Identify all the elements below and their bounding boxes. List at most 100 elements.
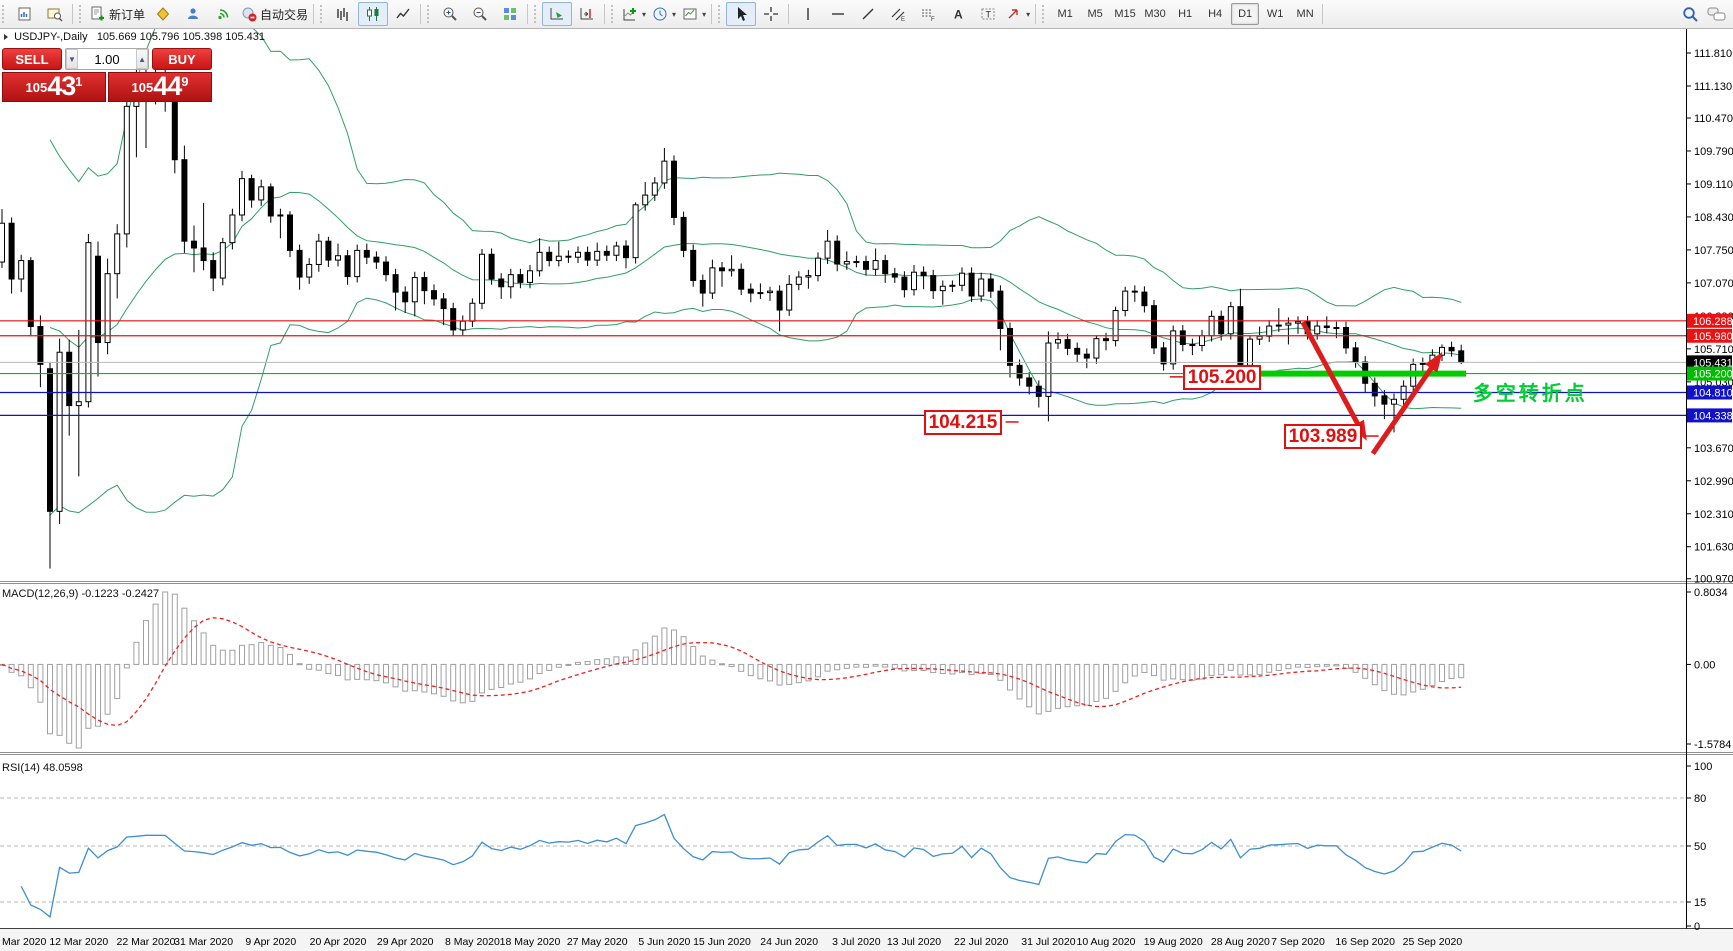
text-tool-button[interactable]: A (943, 2, 973, 26)
svg-text:28 Aug 2020: 28 Aug 2020 (1211, 936, 1270, 948)
timeframe-M1[interactable]: M1 (1057, 8, 1073, 20)
svg-text:111.810: 111.810 (1694, 48, 1732, 60)
price-label-104.215[interactable]: 104.215 (923, 409, 1003, 435)
line-chart-button[interactable] (388, 2, 418, 26)
trend-arrow-up[interactable] (1370, 351, 1443, 456)
timeframe-M5[interactable]: M5 (1087, 8, 1103, 20)
svg-text:E: E (901, 17, 905, 22)
svg-text:22 Mar 2020: 22 Mar 2020 (117, 936, 176, 948)
zoom-out-button[interactable] (465, 2, 495, 26)
vertical-line-icon (807, 8, 809, 20)
horizontal-line-icon (832, 13, 845, 15)
svg-text:31 Mar 2020: 31 Mar 2020 (174, 936, 233, 948)
svg-text:F: F (931, 17, 935, 22)
periods-button[interactable]: ▾ (649, 2, 679, 26)
tile-windows-button[interactable] (495, 2, 525, 26)
horizontal-line-tool-button[interactable] (823, 2, 853, 26)
svg-text:105.200: 105.200 (1693, 369, 1733, 381)
bid-main: 43 (47, 71, 76, 101)
indicators-dropdown-arrow: ▾ (642, 9, 647, 19)
trendline-tool-button[interactable] (853, 2, 883, 26)
text-label-icon: T (981, 8, 995, 20)
autotrading-icon (242, 7, 257, 22)
svg-text:20 Apr 2020: 20 Apr 2020 (310, 936, 367, 948)
svg-text:7 Sep 2020: 7 Sep 2020 (1271, 936, 1325, 948)
timeframe-H4[interactable]: H4 (1208, 8, 1223, 20)
buy-button[interactable]: BUY (152, 48, 212, 70)
chart-shift-button[interactable] (572, 2, 602, 26)
cursor-tool-button[interactable] (726, 2, 757, 26)
svg-text:29 Apr 2020: 29 Apr 2020 (377, 936, 434, 948)
search-icon[interactable] (1682, 6, 1699, 23)
templates-icon (683, 8, 697, 20)
zoom-out-icon (473, 7, 487, 21)
auto-scroll-button[interactable] (542, 2, 573, 26)
volume-input[interactable] (77, 49, 137, 69)
svg-text:15: 15 (1694, 897, 1706, 909)
crosshair-tool-button[interactable] (756, 2, 786, 26)
price-axis: 111.810 111.130 110.470 109.790 109.110 108.4… (1686, 48, 1733, 586)
symbol-period-label: USDJPY-,Daily (14, 31, 88, 43)
timeframe-D1[interactable]: D1 (1231, 3, 1260, 25)
rsi-line (20, 813, 1462, 919)
volume-decrease-button[interactable]: ▼ (66, 49, 78, 69)
main-pane (0, 28, 1686, 569)
indicators-button[interactable]: ▾ (619, 2, 649, 26)
crosshair-icon (764, 7, 779, 21)
text-tool-icon: A (954, 8, 963, 22)
arrows-tool-button[interactable]: ▾ (1003, 2, 1033, 26)
svg-text:100.970: 100.970 (1694, 574, 1733, 586)
price-label-103.989[interactable]: 103.989 (1283, 424, 1363, 450)
chat-icon[interactable] (1707, 6, 1727, 22)
profiles-button[interactable] (40, 2, 70, 26)
timeframe-M30[interactable]: M30 (1144, 8, 1166, 20)
svg-text:16 Sep 2020: 16 Sep 2020 (1335, 936, 1395, 948)
new-order-icon (91, 6, 104, 21)
autotrading-button[interactable]: 自动交易 (238, 2, 311, 26)
bid-price-display[interactable]: 105 43 1 (2, 72, 106, 102)
channel-tool-button[interactable]: E (883, 2, 913, 26)
timeframe-H1[interactable]: H1 (1178, 8, 1193, 20)
volume-increase-button[interactable]: ▲ (136, 49, 148, 69)
bollinger-band-l (49, 297, 1462, 516)
time-axis-strip (0, 929, 1733, 951)
zoom-in-button[interactable] (435, 2, 465, 26)
community-button[interactable] (178, 2, 208, 26)
macd-pane: 0.8034 0.00 -1.5784 (0, 587, 1731, 751)
bollinger-band-u (49, 28, 1462, 307)
fibonacci-tool-button[interactable]: F (913, 2, 943, 26)
community-icon (188, 8, 199, 19)
svg-text:3 Jul 2020: 3 Jul 2020 (832, 936, 881, 948)
metaeditor-button[interactable] (148, 2, 178, 26)
ask-price-display[interactable]: 105 44 9 (108, 72, 212, 102)
sell-button[interactable]: SELL (2, 48, 62, 70)
svg-text:105.980: 105.980 (1693, 331, 1733, 343)
signals-button[interactable] (208, 2, 238, 26)
ask-prefix: 105 (131, 80, 154, 95)
templates-button[interactable]: ▾ (679, 2, 709, 26)
svg-text:T: T (986, 10, 992, 20)
timeframe-W1[interactable]: W1 (1266, 8, 1284, 20)
note-text[interactable]: 多空转折点 (1472, 383, 1588, 406)
text-label-tool-button[interactable]: T (973, 2, 1003, 26)
price-label-105.200[interactable]: 105.200 (1182, 364, 1262, 390)
svg-text:105.431: 105.431 (1693, 357, 1733, 369)
svg-text:A: A (954, 8, 963, 22)
bar-chart-button[interactable] (328, 2, 358, 26)
metaeditor-icon (156, 7, 170, 21)
candlestick-chart-button[interactable] (358, 2, 389, 26)
vertical-line-tool-button[interactable] (793, 2, 823, 26)
chart-title: USDJPY-,Daily 105.669 105.796 105.398 10… (4, 31, 265, 43)
trend-arrow-down[interactable] (1300, 320, 1367, 441)
timeframe-MN[interactable]: MN (1296, 8, 1314, 20)
svg-text:106.288: 106.288 (1693, 316, 1733, 328)
new-chart-button[interactable] (10, 2, 40, 26)
timeframe-M15[interactable]: M15 (1114, 8, 1136, 20)
new-order-button[interactable]: 新订单 (87, 2, 148, 26)
rsi-pane: 100 80 50 15 0 (0, 761, 1712, 933)
svg-text:-1.5784: -1.5784 (1694, 739, 1731, 751)
chart-shift-icon (580, 8, 594, 20)
svg-text:5 Jun 2020: 5 Jun 2020 (638, 936, 690, 948)
